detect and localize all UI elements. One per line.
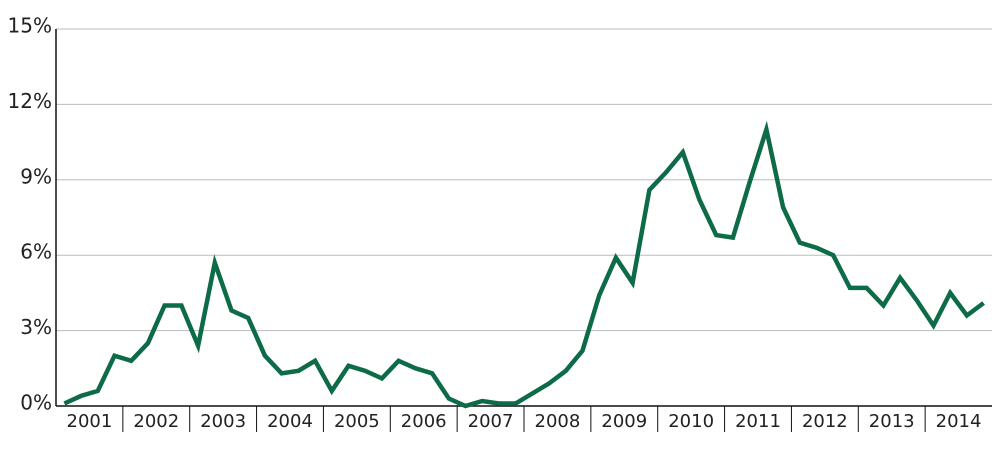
y-tick-label: 3%: [20, 315, 52, 339]
x-tick-label: 2005: [334, 411, 380, 432]
x-tick-label: 2010: [668, 411, 714, 432]
x-tick-label: 2009: [601, 411, 647, 432]
x-tick-label: 2002: [133, 411, 179, 432]
x-tick-label: 2003: [200, 411, 246, 432]
x-tick-label: 2001: [67, 411, 113, 432]
x-tick-label: 2014: [936, 411, 982, 432]
data-line: [63, 120, 985, 409]
x-tick-label: 2011: [735, 411, 781, 432]
y-tick-label: 6%: [20, 240, 52, 264]
y-tick-label: 12%: [8, 89, 52, 113]
y-tick-label: 9%: [20, 164, 52, 188]
x-tick-label: 2007: [468, 411, 514, 432]
x-tick-label: 2006: [401, 411, 447, 432]
y-tick-label: 15%: [8, 14, 52, 38]
x-tick-label: 2008: [535, 411, 581, 432]
y-tick-label: 0%: [20, 391, 52, 415]
x-tick-label: 2012: [802, 411, 848, 432]
x-tick-label: 2013: [869, 411, 915, 432]
x-tick-label: 2004: [267, 411, 313, 432]
